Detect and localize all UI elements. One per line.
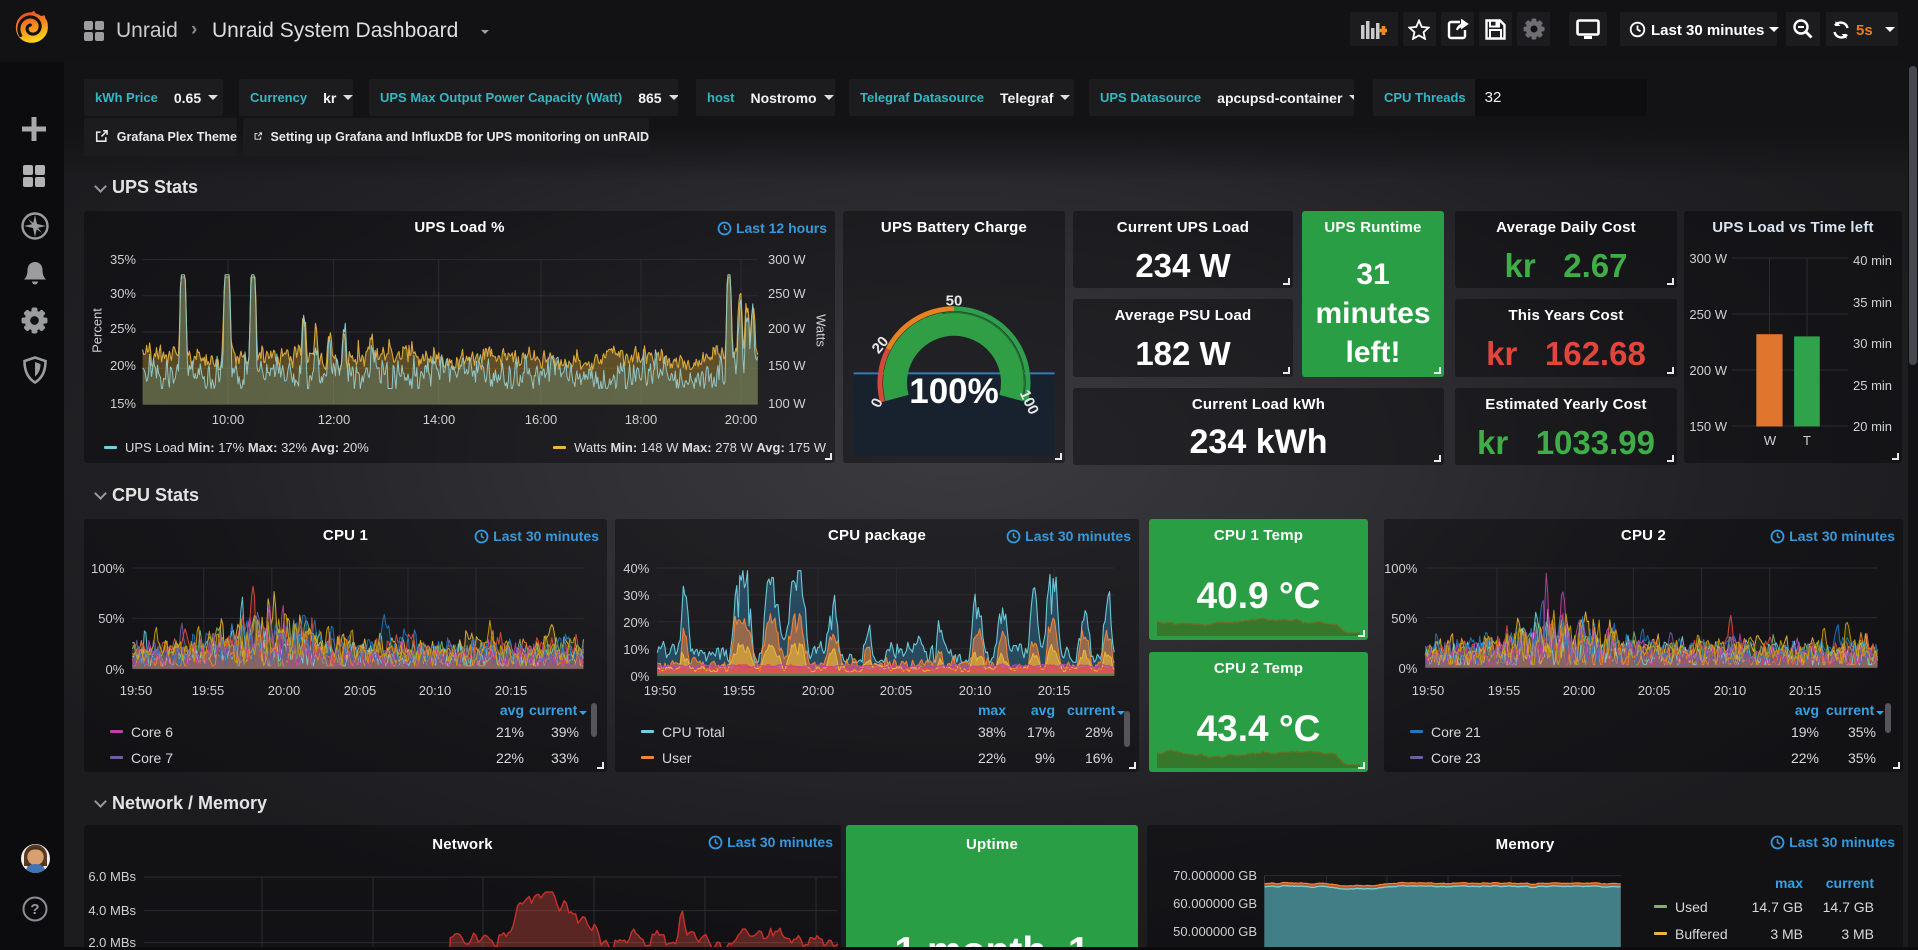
svg-text:20: 20 bbox=[869, 333, 893, 357]
svg-text:?: ? bbox=[30, 901, 39, 918]
svg-text:50: 50 bbox=[946, 293, 963, 310]
svg-text:100%: 100% bbox=[909, 372, 999, 411]
